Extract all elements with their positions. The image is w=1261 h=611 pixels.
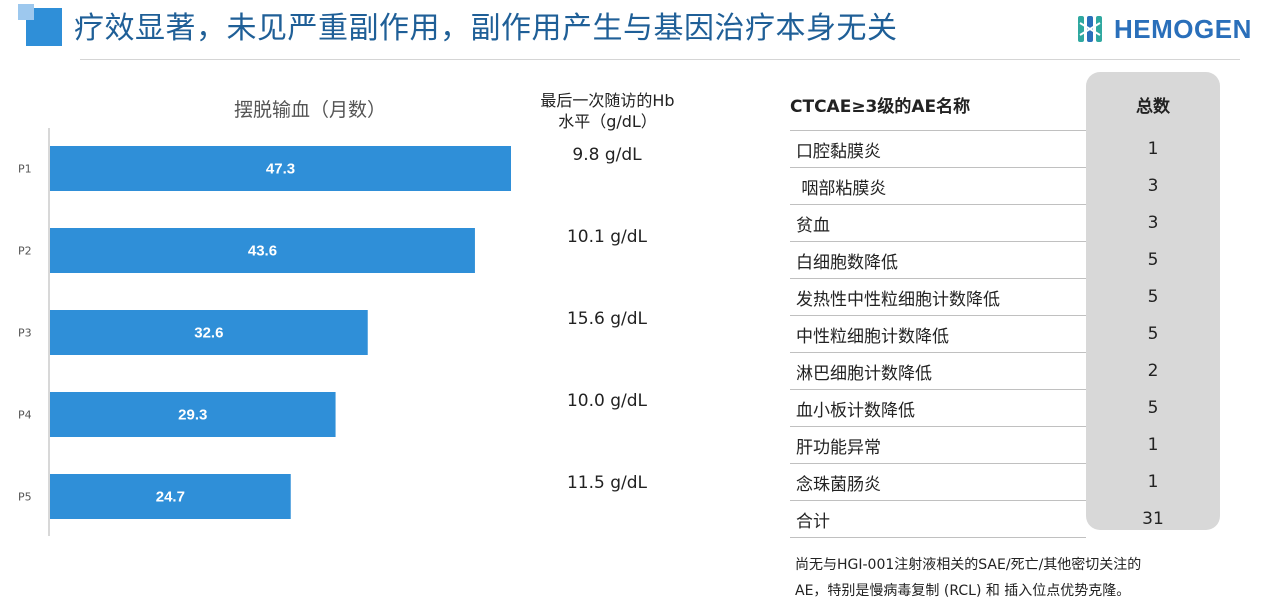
table-row: 淋巴细胞计数降低 2 [790, 352, 1220, 390]
category-label: P1 [18, 163, 32, 176]
hb-value-label: 10.0 g/dL [567, 391, 648, 411]
hb-value-label: 11.5 g/dL [567, 473, 648, 493]
hb-value-label: 15.6 g/dL [567, 309, 648, 329]
ae-total-cell: 1 [1147, 139, 1159, 159]
hemogen-logo: HEMOGEN [1076, 11, 1252, 47]
ae-table: CTCAE≥3级的AE名称 总数 口腔黏膜炎 1 咽部粘膜炎 3 贫血 3 白细胞数降… [790, 78, 1220, 538]
ae-name-cell: 白细胞数降低 [790, 241, 1086, 279]
bar-value-label: 29.3 [178, 407, 207, 424]
ae-total-cell: 1 [1147, 435, 1159, 455]
table-row: 中性粒细胞计数降低 5 [790, 315, 1220, 353]
ae-name-cell: 中性粒细胞计数降低 [790, 315, 1086, 353]
hb-value-label: 10.1 g/dL [567, 227, 648, 247]
table-row: 肝功能异常 1 [790, 426, 1220, 464]
ae-total-cell: 2 [1147, 361, 1159, 381]
table-row: 贫血 3 [790, 204, 1220, 242]
ae-total-label-cell: 合计 [790, 500, 1086, 538]
table-row: 血小板计数降低 5 [790, 389, 1220, 427]
ae-total-cell: 5 [1147, 398, 1159, 418]
ae-total-cell: 5 [1147, 287, 1159, 307]
ae-name-cell: 淋巴细胞计数降低 [790, 352, 1086, 390]
table-row: 白细胞数降低 5 [790, 241, 1220, 279]
ae-name-cell: 血小板计数降低 [790, 389, 1086, 427]
bar-value-label: 47.3 [266, 161, 295, 178]
total-column-background [1086, 72, 1220, 530]
bar-value-label: 32.6 [194, 325, 223, 342]
title-accent-square [18, 4, 34, 20]
ae-name-cell: 贫血 [790, 204, 1086, 242]
bar-p5 [50, 474, 291, 519]
ae-total-cell: 1 [1147, 472, 1159, 492]
hb-header-line-2: 水平（g/dL） [558, 112, 657, 131]
ae-total-cell: 5 [1147, 250, 1159, 270]
slide-title: 疗效显著，未见严重副作用，副作用产生与基因治疗本身无关 [74, 11, 898, 46]
bar-p2 [50, 228, 475, 273]
bar-p1 [50, 146, 511, 191]
category-label: P5 [18, 491, 32, 504]
ae-name-cell: 咽部粘膜炎 [790, 167, 1086, 205]
category-label: P2 [18, 245, 32, 258]
table-row-total: 合计 31 [790, 500, 1220, 538]
ae-name-cell: 口腔黏膜炎 [790, 130, 1086, 168]
bar-value-label: 24.7 [156, 489, 185, 506]
hb-value-label: 9.8 g/dL [572, 145, 642, 165]
logo-text: HEMOGEN [1114, 13, 1252, 44]
chart-title: 摆脱输血（月数） [233, 99, 386, 121]
hb-column-header: 最后一次随访的Hb 水平（g/dL） [505, 90, 710, 132]
total-header: 总数 [1136, 96, 1170, 117]
ae-total-cell: 3 [1147, 213, 1159, 233]
bar-p4 [50, 392, 336, 437]
ae-name-cell: 发热性中性粒细胞计数降低 [790, 278, 1086, 316]
bar-p3 [50, 310, 368, 355]
footnote-line-1: 尚无与HGI-001注射液相关的SAE/死亡/其他密切关注的 [795, 557, 1142, 573]
hb-header-line-1: 最后一次随访的Hb [540, 91, 675, 110]
footnote-line-2: AE，特别是慢病毒复制 (RCL) 和 插入位点优势克隆。 [795, 583, 1131, 599]
table-row: 发热性中性粒细胞计数降低 5 [790, 278, 1220, 316]
ae-name-header: CTCAE≥3级的AE名称 [790, 78, 1086, 131]
ae-name-cell: 念珠菌肠炎 [790, 463, 1086, 501]
ae-total-cell: 5 [1147, 324, 1159, 344]
ae-grand-total-cell: 31 [1142, 509, 1164, 529]
footnote: 尚无与HGI-001注射液相关的SAE/死亡/其他密切关注的 AE，特别是慢病毒… [795, 552, 1235, 604]
ae-name-cell: 肝功能异常 [790, 426, 1086, 464]
table-row: 咽部粘膜炎 3 [790, 167, 1220, 205]
table-header-row: CTCAE≥3级的AE名称 总数 [790, 78, 1220, 131]
category-label: P4 [18, 409, 32, 422]
ae-total-cell: 3 [1147, 176, 1159, 196]
header-divider [80, 59, 1240, 60]
category-label: P3 [18, 327, 32, 340]
transfusion-free-bar-chart: 47.3 P1 9.8 g/dL 43.6 P2 10.1 g/dL 32.6 P3 15.6 … [18, 128, 648, 536]
bar-value-label: 43.6 [248, 243, 277, 260]
table-row: 念珠菌肠炎 1 [790, 463, 1220, 501]
hemogen-logo-icon [1078, 16, 1102, 42]
table-row: 口腔黏膜炎 1 [790, 130, 1220, 168]
